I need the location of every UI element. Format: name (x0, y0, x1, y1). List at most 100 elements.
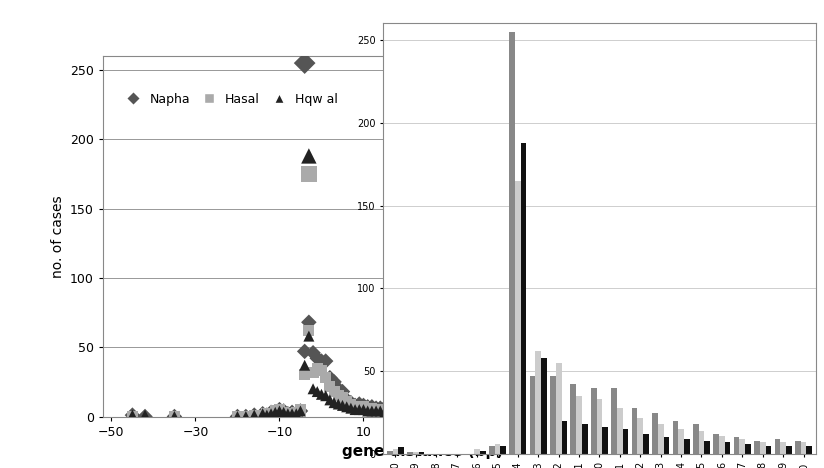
Point (550, 409, 564, 416)
Point (466, 406, 480, 413)
Point (466, 409, 480, 416)
Point (298, 361, 311, 369)
Point (567, 406, 580, 413)
Bar (632, 408, 638, 454)
Point (357, 406, 370, 413)
Point (378, 404, 391, 412)
Point (483, 406, 496, 413)
Point (248, 411, 261, 419)
Point (424, 406, 438, 413)
Point (378, 406, 391, 413)
Point (365, 403, 378, 410)
Bar (801, 442, 807, 454)
Point (138, 411, 152, 419)
Point (281, 410, 294, 417)
Point (248, 411, 261, 419)
Point (659, 404, 672, 412)
Point (344, 404, 358, 412)
Bar (623, 429, 629, 454)
Point (382, 406, 396, 413)
Point (285, 410, 298, 417)
Point (693, 403, 706, 410)
Bar (419, 452, 424, 454)
Point (441, 407, 454, 415)
Bar (398, 447, 404, 454)
Point (269, 409, 282, 416)
Bar (597, 399, 602, 454)
Point (298, 59, 311, 67)
Point (457, 409, 471, 416)
Point (386, 406, 400, 413)
Bar (407, 452, 413, 454)
Y-axis label: no. of cases: no. of cases (50, 195, 64, 278)
Bar (672, 421, 678, 454)
Point (609, 404, 622, 412)
Point (386, 406, 400, 413)
Bar (392, 449, 398, 454)
Point (508, 404, 522, 412)
Point (369, 406, 382, 413)
Point (344, 399, 358, 406)
Point (260, 411, 274, 419)
Bar (509, 32, 515, 454)
Point (307, 368, 320, 376)
Point (651, 406, 664, 413)
Bar (536, 351, 541, 454)
Point (491, 404, 504, 412)
Point (361, 403, 374, 410)
Point (336, 388, 349, 395)
Point (575, 409, 588, 416)
Point (239, 413, 252, 420)
Point (311, 355, 324, 362)
Point (231, 413, 244, 420)
Point (609, 404, 622, 412)
Point (403, 406, 416, 413)
Point (550, 406, 564, 413)
Point (126, 413, 139, 420)
Bar (795, 441, 801, 454)
Bar (693, 424, 699, 454)
Point (667, 403, 681, 410)
Point (651, 409, 664, 416)
Bar (719, 436, 725, 454)
Bar (530, 376, 536, 454)
Point (449, 409, 462, 416)
Point (391, 407, 404, 415)
Bar (576, 396, 582, 454)
Point (483, 409, 496, 416)
Point (449, 406, 462, 413)
Point (168, 413, 181, 420)
Point (231, 413, 244, 420)
Bar (652, 413, 658, 454)
Point (382, 406, 396, 413)
Point (727, 406, 740, 413)
Point (369, 407, 382, 415)
Bar (714, 434, 719, 454)
Point (290, 410, 303, 417)
Point (424, 407, 438, 415)
Bar (678, 429, 684, 454)
Point (559, 409, 572, 416)
Point (701, 403, 714, 410)
Point (643, 406, 656, 413)
Point (685, 409, 698, 416)
Point (395, 407, 408, 415)
Point (701, 404, 714, 412)
Point (634, 404, 648, 412)
Point (265, 410, 278, 417)
Point (575, 406, 588, 413)
Point (256, 410, 269, 417)
Point (659, 409, 672, 416)
Point (727, 404, 740, 412)
Bar (684, 439, 690, 454)
Point (634, 406, 648, 413)
Point (508, 409, 522, 416)
Point (693, 400, 706, 408)
Bar (413, 452, 419, 454)
Point (685, 404, 698, 412)
Point (332, 400, 345, 408)
Point (483, 403, 496, 410)
Point (583, 404, 597, 412)
Point (273, 406, 286, 413)
Bar (807, 446, 812, 454)
